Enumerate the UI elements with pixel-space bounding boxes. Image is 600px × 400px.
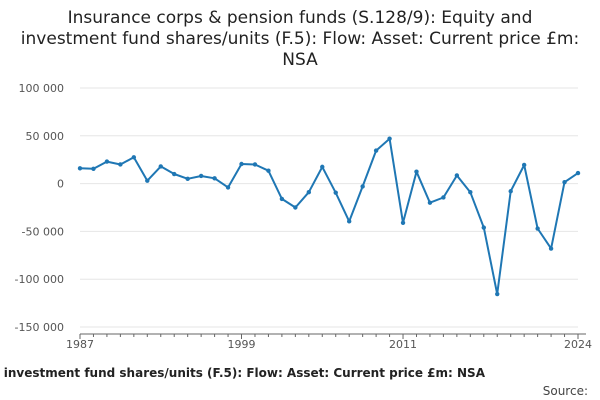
data-point <box>77 166 83 171</box>
y-tick-label: 100 000 <box>19 82 65 95</box>
data-point <box>441 195 446 200</box>
footer-title-text: Insurance corps & pension funds (S.128/9… <box>0 366 485 380</box>
data-point <box>158 164 163 169</box>
data-point <box>414 169 419 174</box>
x-tick-label: 2011 <box>389 338 417 351</box>
data-point <box>118 162 123 167</box>
chart-title: Insurance corps & pension funds (S.128/9… <box>20 8 580 70</box>
data-point <box>172 171 177 177</box>
data-point <box>535 226 540 231</box>
data-point <box>373 148 379 153</box>
data-point <box>306 190 312 195</box>
data-point <box>575 170 581 176</box>
data-point <box>198 173 204 179</box>
data-point <box>293 205 298 210</box>
data-point <box>427 200 433 205</box>
gridlines <box>80 87 578 328</box>
data-point <box>91 166 96 171</box>
data-point <box>468 190 473 195</box>
data-point <box>521 162 527 168</box>
data-point <box>346 219 352 224</box>
y-tick-label: 0 <box>57 178 64 191</box>
y-tick-label: -150 000 <box>15 321 64 334</box>
data-point <box>252 162 258 167</box>
data-point <box>548 246 554 251</box>
data-point <box>495 291 500 297</box>
data-point <box>320 164 325 170</box>
y-tick-label: 50 000 <box>26 130 65 143</box>
x-tick-label: 2024 <box>564 338 592 351</box>
y-tick-label: -50 000 <box>22 225 64 238</box>
data-point <box>212 176 217 181</box>
data-point <box>104 159 110 164</box>
data-point <box>266 168 271 173</box>
data-point <box>481 225 486 230</box>
data-point <box>454 173 460 178</box>
data-point <box>508 189 513 194</box>
data-point <box>360 184 365 189</box>
data-point <box>131 155 137 160</box>
data-point <box>145 178 150 183</box>
x-axis <box>79 333 586 339</box>
x-tick-label: 1987 <box>66 338 94 351</box>
data-point <box>279 196 285 202</box>
data-point <box>387 136 392 141</box>
data-point <box>400 220 406 225</box>
data-point <box>562 179 567 185</box>
data-point <box>225 185 231 190</box>
data-point <box>185 176 190 182</box>
footer-title: Insurance corps & pension funds (S.128/9… <box>0 366 600 384</box>
x-tick-label: 1999 <box>228 338 256 351</box>
y-tick-label: -100 000 <box>15 273 64 286</box>
x-axis-tick-labels: 1987 1999 2011 2024 <box>66 338 592 351</box>
y-axis-tick-labels: 100 000 50 000 0 -50 000 -100 000 -150 000 <box>15 82 64 334</box>
data-point <box>239 161 244 167</box>
source-label: Source: <box>542 384 588 398</box>
series-line <box>79 137 579 295</box>
data-point <box>333 190 338 195</box>
series-group <box>77 136 581 297</box>
